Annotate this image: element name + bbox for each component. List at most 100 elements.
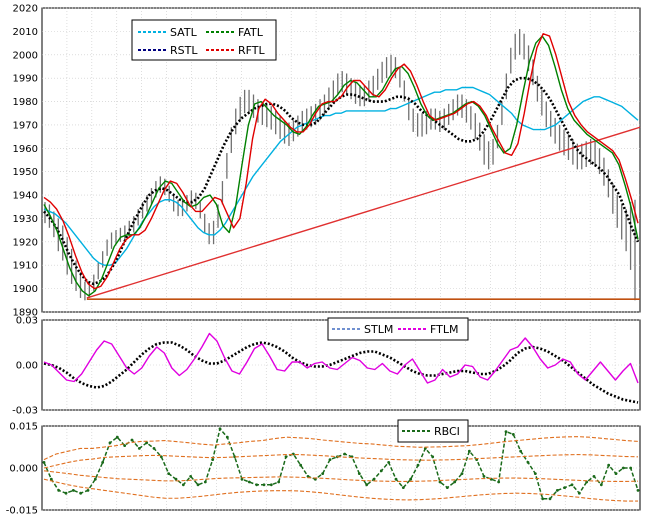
legend-rbci: RBCI — [434, 425, 460, 438]
rbci-point — [174, 477, 178, 481]
rbci-point — [563, 486, 567, 489]
y-tick-label: 1910 — [13, 261, 38, 272]
rbci-point — [101, 461, 105, 464]
rbci-point — [401, 486, 405, 489]
rbci-point — [167, 472, 171, 475]
rbci-point — [145, 441, 149, 445]
rbci-point — [233, 455, 237, 459]
rbci-point — [394, 477, 398, 481]
rbci-point — [255, 483, 259, 487]
rbci-point — [599, 483, 603, 487]
legend-rstl: RSTL — [170, 44, 198, 57]
rbci-point — [225, 435, 229, 439]
rbci-point — [321, 472, 325, 475]
y-tick-label: 1900 — [13, 284, 38, 295]
stlm-ftlm-series — [43, 332, 639, 404]
rbci-point — [93, 477, 97, 481]
y-tick-label: 1940 — [13, 191, 38, 202]
y-tick-label: 1930 — [13, 214, 38, 225]
y-tick-label: 1990 — [13, 74, 38, 85]
rbci-point — [431, 455, 435, 459]
y-tick-label: 0.015 — [9, 422, 38, 433]
rbci-point — [86, 489, 90, 492]
rbci-point — [203, 480, 207, 484]
rbci-point — [181, 483, 185, 487]
rbci-point — [137, 447, 141, 450]
price-series — [43, 33, 640, 297]
rbci-point — [636, 489, 640, 492]
rbci-point — [533, 472, 537, 475]
rbci-point — [64, 491, 68, 495]
rbci-point — [365, 483, 369, 487]
y-tick-label: -0.015 — [6, 506, 38, 517]
y-tick-label: 1890 — [13, 308, 38, 319]
rbci-point — [614, 472, 618, 475]
rbci-point — [416, 463, 420, 467]
rbci-point — [467, 449, 471, 453]
series-rstl-line — [43, 76, 640, 286]
price-y-ticks: 2020 2010 2000 1990 1980 1970 1960 1950 1940 1930… — [13, 4, 38, 319]
rbci-point — [240, 477, 244, 481]
rbci-point — [108, 441, 112, 445]
stlm-ftlm-y-ticks: 0.03 0.00 -0.03 — [12, 316, 38, 417]
series-band-upper-outer-line — [43, 436, 639, 461]
rbci-y-ticks: 0.015 0.000 -0.015 — [6, 422, 38, 517]
rbci-point — [438, 480, 442, 484]
rbci-point — [541, 497, 545, 501]
rbci-point — [42, 461, 46, 464]
rbci-point — [511, 433, 515, 436]
rbci-point — [519, 449, 523, 453]
rbci-point — [152, 447, 156, 450]
rbci-point — [585, 480, 589, 484]
rbci-point — [555, 489, 559, 492]
rbci-point — [123, 444, 127, 447]
y-tick-label: 1970 — [13, 120, 38, 131]
rbci-point — [577, 491, 581, 495]
y-tick-label: -0.03 — [12, 406, 38, 417]
rbci-point — [497, 480, 501, 484]
y-tick-label: 1980 — [13, 97, 38, 108]
rbci-point — [357, 472, 361, 475]
legend-ftlm: FTLM — [430, 323, 458, 336]
rbci-point — [306, 475, 310, 478]
rbci-point — [71, 489, 75, 492]
y-tick-label: 2000 — [13, 50, 38, 61]
legend-stlm: STLM — [364, 323, 393, 336]
series-rbci-line — [43, 428, 639, 500]
series-ftlm-line — [43, 332, 639, 384]
rbci-series — [42, 427, 640, 502]
legend-rftl: RFTL — [238, 44, 265, 57]
rbci-point — [570, 483, 574, 487]
y-tick-label: 2020 — [13, 4, 38, 15]
rbci-point — [57, 489, 61, 492]
rbci-point — [343, 452, 347, 456]
rbci-point — [482, 475, 486, 478]
rbci-point — [328, 458, 332, 461]
rbci-point — [592, 475, 596, 478]
rbci-point — [445, 486, 449, 489]
series-fatl-line — [43, 35, 639, 297]
y-tick-label: 0.03 — [16, 316, 38, 327]
rbci-point — [115, 435, 119, 439]
stlm-ftlm-legend: STLM FTLM — [327, 317, 469, 341]
rbci-point — [629, 466, 633, 470]
rbci-point — [211, 458, 215, 461]
rbci-point — [372, 477, 376, 481]
rbci-point — [49, 477, 53, 481]
rbci-point — [299, 463, 303, 467]
legend-satl: SATL — [170, 26, 198, 39]
y-tick-label: 0.000 — [9, 464, 38, 475]
y-tick-label: 2010 — [13, 27, 38, 38]
legend-fatl: FATL — [238, 26, 264, 39]
rbci-point — [247, 480, 251, 484]
rbci-point — [379, 469, 383, 473]
rbci-point — [387, 461, 391, 464]
rbci-point — [621, 466, 625, 470]
rbci-point — [218, 427, 222, 431]
rbci-point — [277, 480, 281, 484]
rbci-point — [262, 483, 266, 487]
y-tick-label: 0.00 — [16, 361, 38, 372]
rbci-point — [607, 463, 611, 467]
price-legend: SATL FATL RSTL RFTL — [131, 19, 277, 61]
